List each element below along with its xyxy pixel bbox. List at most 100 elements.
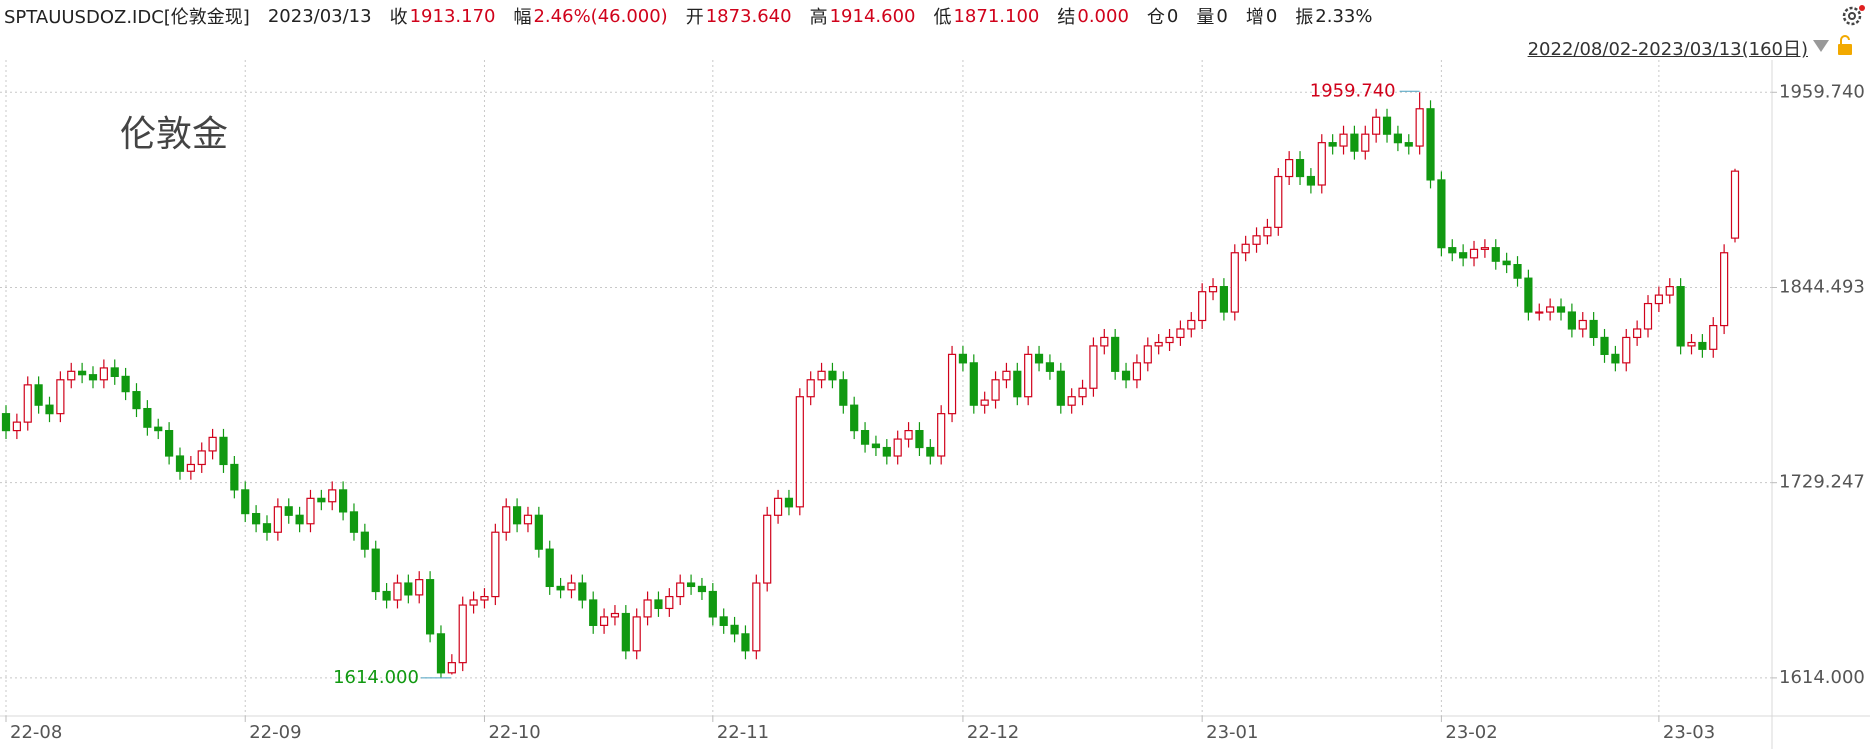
candle [730, 616, 739, 643]
candle-body [1654, 294, 1663, 305]
candle-body [436, 633, 446, 674]
candle-body [1100, 336, 1109, 347]
candle [230, 456, 239, 499]
candle [926, 439, 935, 465]
x-tick-label: 23-03 [1663, 722, 1715, 743]
candle-body [578, 582, 587, 601]
candle [806, 371, 815, 406]
candle [121, 367, 130, 401]
candle [534, 506, 543, 558]
candle [947, 345, 957, 423]
candle [132, 383, 141, 418]
quote-date: 2023/03/13 [267, 5, 372, 27]
lock-icon[interactable] [1838, 35, 1852, 55]
candle-body [1600, 336, 1609, 355]
candle-body [1252, 235, 1261, 245]
candle [1459, 244, 1468, 267]
candle [219, 428, 228, 473]
candle-body [1361, 133, 1370, 152]
candle [1556, 298, 1566, 321]
candle-body [1241, 243, 1250, 254]
candle-body [882, 446, 891, 457]
x-tick-label: 22-09 [249, 722, 301, 743]
candle-body [860, 429, 870, 445]
candle [339, 481, 348, 521]
candle [632, 608, 641, 660]
candle-body [1480, 247, 1489, 250]
field-label: 高 [809, 7, 828, 28]
candle [1437, 171, 1446, 257]
candle [382, 583, 391, 609]
candle [1546, 298, 1555, 321]
candle-body [1698, 341, 1707, 350]
candle [252, 505, 261, 533]
high-label: 1959.740 [1310, 80, 1396, 101]
symbol: SPTAUUSDOZ.IDC[伦敦金现] [4, 7, 250, 28]
candle [1274, 168, 1283, 236]
candle [306, 489, 315, 533]
candle [958, 345, 968, 372]
candle [654, 591, 663, 617]
candle [1622, 328, 1631, 372]
candle [404, 574, 413, 604]
candle-body [1, 413, 11, 432]
x-tick-label: 22-08 [10, 722, 62, 743]
candle-body [534, 514, 543, 550]
candle-body [1024, 353, 1033, 398]
candle-body [382, 590, 391, 601]
candle [88, 366, 98, 389]
candle [860, 422, 870, 453]
candle [1350, 125, 1359, 160]
candle-body [1643, 302, 1653, 330]
candle [328, 481, 337, 511]
candle [1252, 227, 1261, 253]
candle-body [219, 436, 228, 466]
candle [143, 400, 152, 436]
candle-body [893, 438, 902, 457]
candle [817, 362, 826, 389]
candle-body [795, 396, 804, 508]
candle [1720, 244, 1729, 335]
field-label: 振 [1295, 7, 1314, 28]
candle-body [1013, 370, 1022, 398]
candle-body [1372, 116, 1381, 135]
candle [99, 359, 108, 389]
candle [904, 422, 913, 448]
candle [415, 571, 424, 604]
candle [589, 591, 598, 634]
candle-body [947, 353, 957, 415]
candle-body [1143, 345, 1152, 364]
candle-body [1491, 247, 1500, 262]
candle [1404, 134, 1413, 155]
candle [1643, 295, 1653, 338]
candle-body [708, 590, 717, 618]
candle-body [545, 548, 554, 588]
candle-body [1513, 264, 1522, 279]
candle [1687, 334, 1696, 355]
candle-body [904, 429, 913, 440]
candle [78, 362, 87, 384]
date-range[interactable]: 2022/08/02-2023/03/13(160日) [1527, 39, 1808, 60]
candle-body [371, 548, 380, 593]
y-tick-label: 1729.247 [1779, 472, 1865, 493]
candle [882, 439, 891, 465]
range-dropdown[interactable] [1813, 40, 1829, 52]
candle [708, 583, 717, 626]
candle-body [1317, 142, 1326, 186]
settings-icon[interactable] [1842, 5, 1865, 26]
candle [458, 596, 467, 672]
candle-body [295, 514, 304, 525]
candle [567, 574, 576, 599]
candle-body [1437, 179, 1446, 249]
candle [665, 588, 674, 617]
candle-body [1709, 324, 1718, 350]
x-tick-label: 22-11 [717, 722, 769, 743]
candle [436, 625, 446, 678]
candle-body [1285, 158, 1294, 178]
candle [763, 506, 772, 592]
y-tick-label: 1844.493 [1779, 276, 1865, 297]
candle [273, 498, 282, 541]
field-label: 仓 [1146, 7, 1165, 28]
x-tick-label: 22-10 [488, 722, 540, 743]
candle-body [1415, 108, 1424, 147]
